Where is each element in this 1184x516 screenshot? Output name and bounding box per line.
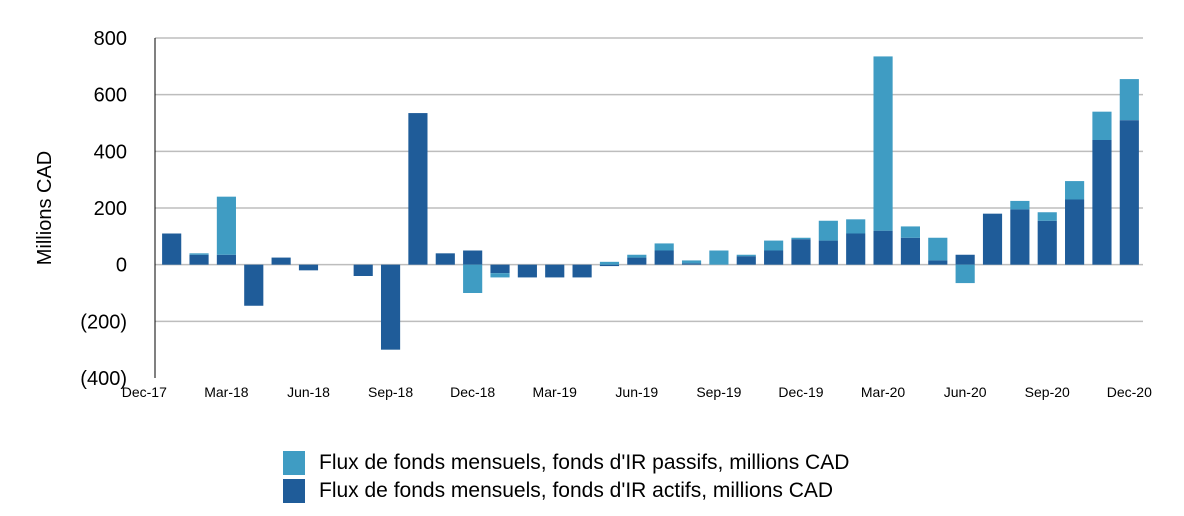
bar-active-Nov-19 — [764, 250, 784, 265]
bar-passive-Dec-18 — [463, 264, 483, 293]
legend-swatch-active — [283, 479, 305, 503]
bar-active-Aug-20 — [1010, 209, 1030, 265]
x-tick-label: Mar-19 — [533, 384, 578, 400]
x-tick-label: Mar-20 — [861, 384, 906, 400]
x-tick-label: Sep-19 — [696, 384, 741, 400]
bar-active-Apr-19 — [572, 264, 592, 278]
bar-active-May-19 — [599, 264, 620, 267]
bar-passive-Aug-19 — [681, 260, 702, 264]
bar-passive-Feb-18 — [189, 253, 209, 255]
bar-active-Mar-19 — [545, 264, 565, 278]
x-tick-label: Dec-20 — [1107, 384, 1152, 400]
bar-passive-Mar-20 — [873, 56, 893, 231]
chart-svg: 800 600 400 200 0 (200) (400) Dec-17 Mar-18 Jun-… — [34, 28, 1152, 400]
y-tick-label: (200) — [80, 311, 127, 333]
bar-active-Sep-18 — [380, 264, 401, 350]
y-tick-label: 0 — [116, 255, 127, 277]
bar-passive-Feb-20 — [846, 219, 866, 234]
bar-active-Jan-19 — [490, 264, 510, 274]
bar-active-Jul-19 — [654, 250, 674, 265]
legend: Flux de fonds mensuels, fonds d'IR passi… — [283, 449, 849, 505]
bar-active-Jun-19 — [627, 257, 647, 265]
bar-active-Dec-18 — [463, 250, 483, 265]
gridlines — [155, 37, 1143, 323]
bar-active-Feb-20 — [846, 233, 866, 265]
bar-passive-Jan-19 — [490, 273, 510, 278]
bar-active-Feb-18 — [189, 254, 209, 265]
bar-passive-Nov-20 — [1092, 111, 1112, 140]
bar-passive-Sep-20 — [1037, 212, 1057, 221]
y-axis-label: Millions CAD — [34, 151, 56, 265]
bar-active-Sep-20 — [1037, 220, 1057, 265]
bar-passive-May-19 — [599, 261, 620, 265]
x-tick-label: Mar-18 — [204, 384, 249, 400]
bar-active-Jan-20 — [818, 240, 838, 265]
bar-active-Oct-19 — [736, 256, 756, 265]
bar-passive-Jul-19 — [654, 243, 674, 251]
y-tick-label: (400) — [80, 368, 127, 390]
x-tick-label: Dec-19 — [778, 384, 823, 400]
x-tick-label: Dec-18 — [450, 384, 495, 400]
bar-passive-Nov-19 — [764, 240, 784, 251]
bar-active-Aug-19 — [681, 263, 702, 265]
bar-active-Dec-19 — [791, 239, 811, 265]
legend-item-active: Flux de fonds mensuels, fonds d'IR actif… — [283, 477, 849, 505]
x-tick-label: Jun-19 — [615, 384, 658, 400]
bar-active-Mar-20 — [873, 230, 893, 265]
bar-active-Dec-20 — [1119, 120, 1139, 265]
bar-active-Apr-20 — [900, 237, 920, 265]
bar-active-Jul-20 — [982, 213, 1003, 265]
bars — [162, 56, 1139, 350]
bar-passive-Mar-18 — [216, 196, 236, 255]
bar-passive-Jun-19 — [627, 254, 647, 258]
legend-swatch-passive — [283, 451, 305, 475]
bar-active-Apr-18 — [244, 264, 264, 306]
x-tick-label: Jun-18 — [287, 384, 330, 400]
y-tick-label: 600 — [94, 85, 127, 107]
y-tick-label: 800 — [94, 28, 127, 50]
bar-passive-Jun-20 — [955, 264, 975, 284]
bar-active-Jan-18 — [162, 233, 182, 265]
x-tick-label: Sep-20 — [1025, 384, 1070, 400]
bar-passive-Apr-20 — [900, 226, 920, 238]
bar-passive-Jan-20 — [818, 220, 838, 241]
bar-active-Aug-18 — [353, 264, 373, 276]
bar-active-May-18 — [271, 257, 291, 265]
bar-active-Nov-18 — [435, 253, 455, 265]
bar-active-Oct-20 — [1065, 199, 1085, 265]
bar-passive-Sep-19 — [709, 250, 729, 265]
bar-passive-May-20 — [928, 237, 948, 261]
bar-active-May-20 — [928, 260, 948, 265]
legend-item-passive: Flux de fonds mensuels, fonds d'IR passi… — [283, 449, 849, 477]
x-tick-label: Dec-17 — [122, 384, 167, 400]
x-tick-labels: Dec-17 Mar-18 Jun-18 Sep-18 Dec-18 Mar-19 Jun-… — [122, 384, 1152, 400]
bar-passive-Dec-19 — [791, 237, 811, 240]
bar-active-Mar-18 — [216, 254, 236, 265]
bar-passive-Dec-20 — [1119, 79, 1139, 121]
bar-active-Jun-20 — [955, 254, 975, 265]
bar-passive-Oct-20 — [1065, 181, 1085, 200]
bar-active-Nov-20 — [1092, 140, 1112, 265]
y-tick-labels: 800 600 400 200 0 (200) (400) — [80, 28, 127, 390]
bar-active-Jun-18 — [298, 264, 319, 271]
y-tick-label: 400 — [94, 141, 127, 163]
bar-active-Feb-19 — [517, 264, 537, 278]
x-tick-label: Jun-20 — [944, 384, 987, 400]
bar-passive-Aug-20 — [1010, 200, 1030, 210]
bar-active-Oct-18 — [408, 113, 428, 265]
y-tick-label: 200 — [94, 198, 127, 220]
legend-label-active: Flux de fonds mensuels, fonds d'IR actif… — [319, 479, 834, 502]
x-tick-label: Sep-18 — [368, 384, 413, 400]
bar-passive-Oct-19 — [736, 254, 756, 257]
legend-label-passive: Flux de fonds mensuels, fonds d'IR passi… — [319, 451, 850, 474]
